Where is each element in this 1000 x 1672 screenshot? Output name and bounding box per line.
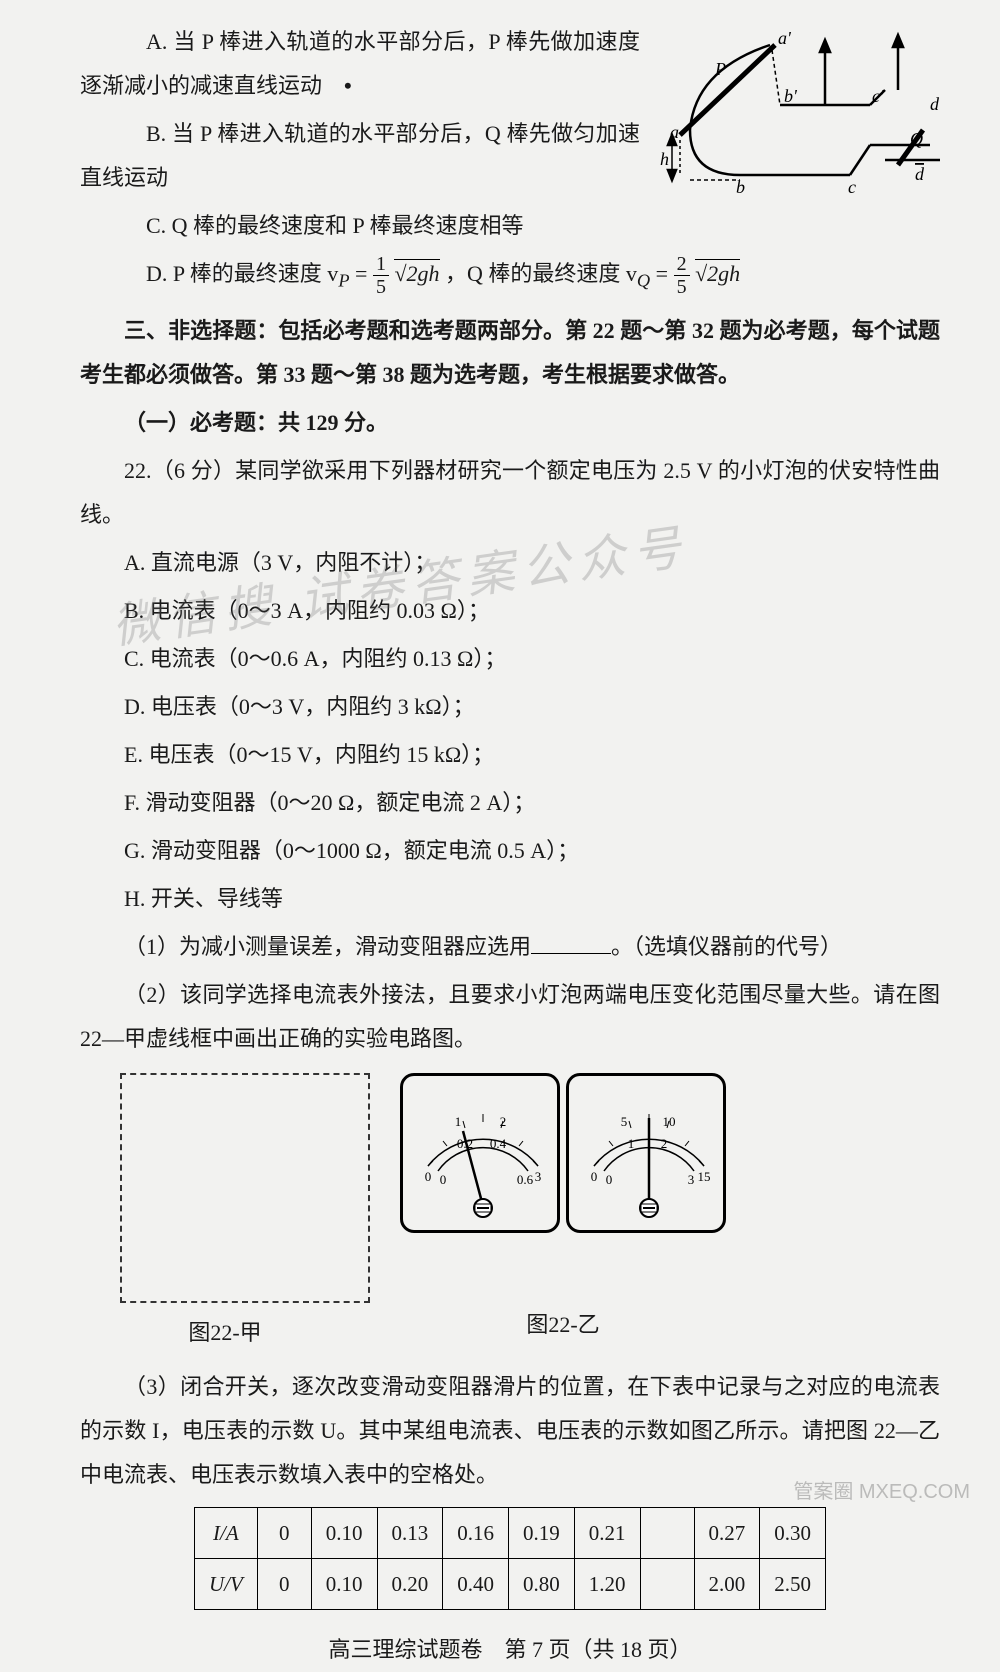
equip-b: B. 电流表（0～3 A，内阻约 0.03 Ω）； bbox=[80, 589, 940, 633]
required-title: （一）必考题：共 129 分。 bbox=[80, 401, 940, 445]
blank-1[interactable] bbox=[531, 928, 611, 954]
q22-sub1: （1）为减小测量误差，滑动变阻器应选用。（选填仪器前的代号） bbox=[80, 925, 940, 969]
svg-text:b': b' bbox=[784, 86, 798, 106]
data-table: I/A 00.100.13 0.160.190.21 0.270.30 U/V … bbox=[194, 1507, 826, 1610]
equip-h: H. 开关、导线等 bbox=[80, 877, 940, 921]
voltmeter: 051015 0123 bbox=[566, 1073, 726, 1233]
svg-text:1: 1 bbox=[628, 1136, 635, 1151]
svg-text:d': d' bbox=[930, 94, 940, 114]
corner-watermark: 管案圈 MXEQ.COM bbox=[793, 1472, 970, 1512]
ammeter: 0123 00.20.40.6 bbox=[400, 1073, 560, 1233]
svg-text:3: 3 bbox=[535, 1169, 542, 1184]
option-d: D. P 棒的最终速度 vP = 15 √2gh ，Q 棒的最终速度 vQ = … bbox=[146, 252, 940, 299]
fig-label-jia: 图22-甲 bbox=[80, 1311, 370, 1355]
svg-text:c: c bbox=[848, 177, 856, 197]
svg-text:0: 0 bbox=[606, 1172, 613, 1187]
svg-text:3: 3 bbox=[688, 1172, 695, 1187]
track-diagram: a' a b' b c' c d' d P Q h bbox=[660, 30, 940, 210]
equip-e: E. 电压表（0～15 V，内阻约 15 kΩ）； bbox=[80, 733, 940, 777]
q22-stem: 22.（6 分）某同学欲采用下列器材研究一个额定电压为 2.5 V 的小灯泡的伏… bbox=[80, 449, 940, 537]
svg-text:d: d bbox=[915, 164, 925, 184]
figures-row: 图22-甲 0123 00.20.40.6 bbox=[80, 1073, 940, 1355]
svg-text:0.4: 0.4 bbox=[490, 1136, 507, 1151]
equip-d: D. 电压表（0～3 V，内阻约 3 kΩ）； bbox=[80, 685, 940, 729]
svg-text:h: h bbox=[660, 149, 669, 169]
equip-c: C. 电流表（0～0.6 A，内阻约 0.13 Ω）； bbox=[80, 637, 940, 681]
svg-text:5: 5 bbox=[621, 1114, 628, 1129]
dashed-box bbox=[120, 1073, 370, 1303]
svg-text:0.6: 0.6 bbox=[517, 1172, 534, 1187]
svg-text:15: 15 bbox=[698, 1169, 711, 1184]
q22-sub2: （2）该同学选择电流表外接法，且要求小灯泡两端电压变化范围尽量大些。请在图 22… bbox=[80, 973, 940, 1061]
equip-f: F. 滑动变阻器（0～20 Ω，额定电流 2 A）； bbox=[80, 781, 940, 825]
svg-text:b: b bbox=[736, 177, 745, 197]
fig-label-yi: 图22-乙 bbox=[400, 1303, 726, 1347]
section3-title: 三、非选择题：包括必考题和选考题两部分。第 22 题～第 32 题为必考题，每个… bbox=[80, 309, 940, 397]
svg-text:a: a bbox=[670, 122, 679, 142]
table-row: I/A 00.100.13 0.160.190.21 0.270.30 bbox=[194, 1508, 825, 1559]
option-c: C. Q 棒的最终速度和 P 棒最终速度相等 bbox=[80, 204, 940, 248]
page-footer: 高三理综试题卷 第 7 页（共 18 页） bbox=[80, 1628, 940, 1672]
svg-text:0: 0 bbox=[425, 1169, 432, 1184]
svg-text:0: 0 bbox=[440, 1172, 447, 1187]
svg-text:Q: Q bbox=[910, 129, 923, 149]
svg-text:0: 0 bbox=[591, 1169, 598, 1184]
svg-text:a': a' bbox=[778, 30, 792, 48]
svg-text:c': c' bbox=[872, 86, 885, 106]
svg-text:2: 2 bbox=[661, 1136, 668, 1151]
svg-text:1: 1 bbox=[455, 1114, 462, 1129]
table-row: U/V 00.100.20 0.400.801.20 2.002.50 bbox=[194, 1559, 825, 1610]
equip-a: A. 直流电源（3 V，内阻不计）； bbox=[80, 541, 940, 585]
equip-g: G. 滑动变阻器（0～1000 Ω，额定电流 0.5 A）； bbox=[80, 829, 940, 873]
svg-text:P: P bbox=[714, 59, 726, 79]
